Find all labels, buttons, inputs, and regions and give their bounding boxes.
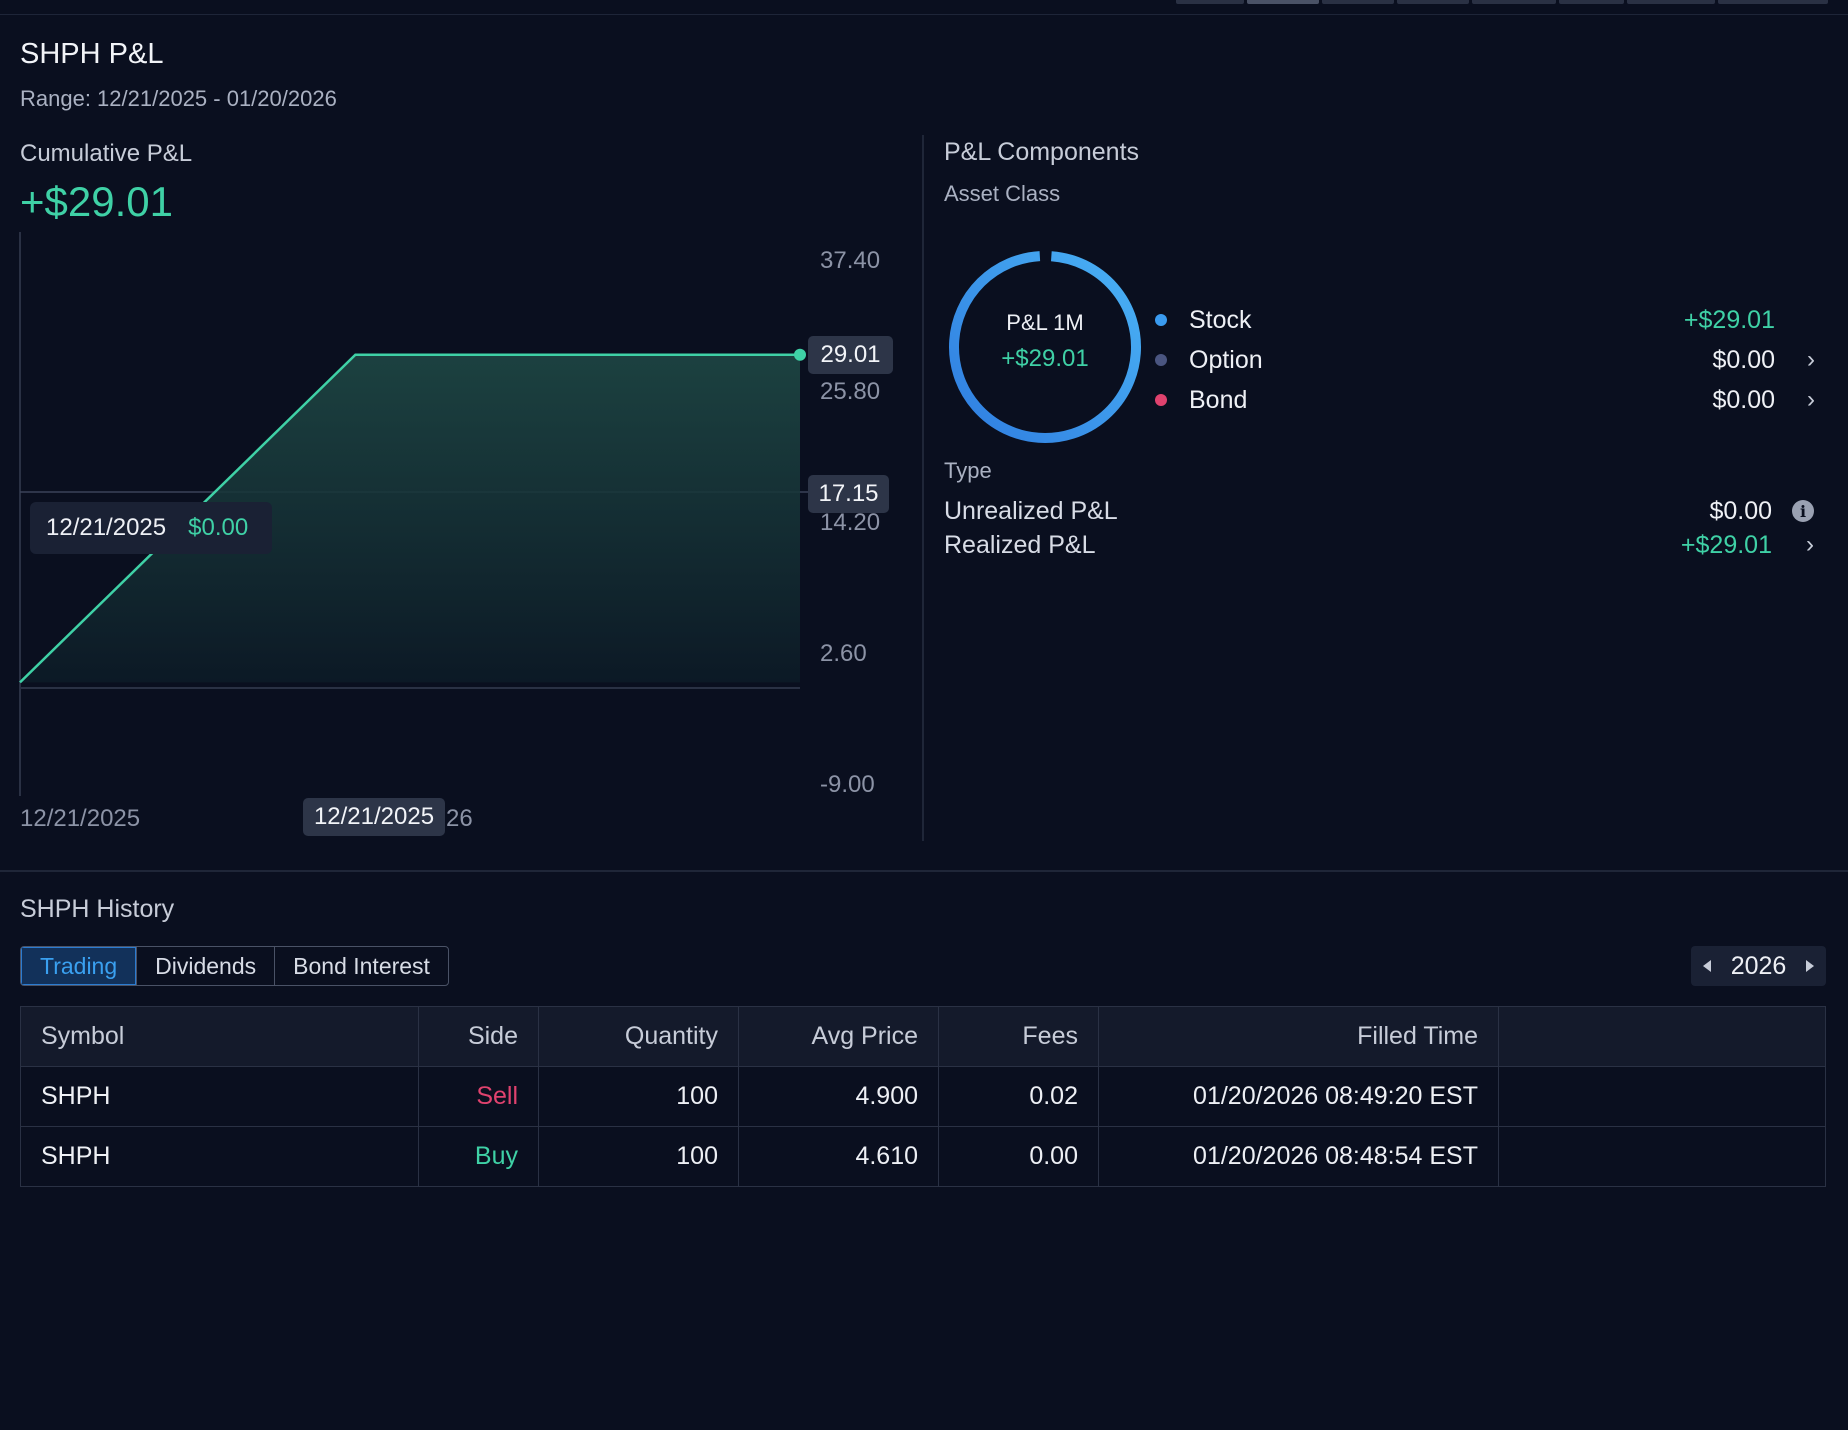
column-header-side[interactable]: Side xyxy=(418,1006,539,1067)
cell-symbol: SHPH xyxy=(20,1126,419,1187)
column-header-symbol[interactable]: Symbol xyxy=(20,1006,419,1067)
table-row[interactable]: SHPH Buy 100 4.610 0.00 01/20/2026 08:48… xyxy=(20,1126,1826,1187)
column-header-empty xyxy=(1498,1006,1826,1067)
chart-tooltip: 12/21/2025 $0.00 xyxy=(30,502,272,554)
pl-donut-chart[interactable] xyxy=(948,250,1142,444)
cell-symbol: SHPH xyxy=(20,1066,419,1127)
chevron-right-icon[interactable]: › xyxy=(1806,531,1814,558)
option-dot-icon xyxy=(1155,354,1167,366)
trade-history-table: Symbol Side Quantity Avg Price Fees Fill… xyxy=(20,1006,1826,1187)
cell-side: Sell xyxy=(418,1066,539,1127)
cell-quantity: 100 xyxy=(538,1066,739,1127)
realized-pl-label: Realized P&L xyxy=(944,530,1096,559)
legend-value: $0.00 xyxy=(1712,385,1775,414)
legend-name: Option xyxy=(1189,345,1263,374)
column-header-quantity[interactable]: Quantity xyxy=(538,1006,739,1067)
date-range: Range: 12/21/2025 - 01/20/2026 xyxy=(20,86,337,111)
column-header-filled-time[interactable]: Filled Time xyxy=(1098,1006,1499,1067)
panel-divider-vertical xyxy=(922,135,924,841)
cell-filled-time: 01/20/2026 08:48:54 EST xyxy=(1098,1126,1499,1187)
top-tab-strip xyxy=(0,0,1848,15)
crosshair-value-badge: 17.15 xyxy=(808,475,889,513)
unrealized-pl-row: Unrealized P&L $0.00 i xyxy=(944,494,1814,528)
top-tab[interactable] xyxy=(1176,0,1244,4)
tab-bond-interest[interactable]: Bond Interest xyxy=(274,947,448,985)
chart-series-line xyxy=(19,353,800,684)
cell-filled-time: 01/20/2026 08:49:20 EST xyxy=(1098,1066,1499,1127)
legend-item-option[interactable]: Option $0.00 › xyxy=(1155,342,1815,378)
legend-value: +$29.01 xyxy=(1683,305,1775,334)
section-divider xyxy=(0,870,1848,872)
x-tick-label: 26 xyxy=(446,805,473,832)
cell-avg-price: 4.900 xyxy=(738,1066,939,1127)
unrealized-pl-label: Unrealized P&L xyxy=(944,496,1118,525)
last-value-badge: 29.01 xyxy=(808,336,893,374)
cumulative-pl-chart[interactable]: 37.40 25.80 14.20 2.60 -9.00 12/21/2025 26 xyxy=(0,220,915,850)
y-tick-label: -9.00 xyxy=(820,771,875,798)
table-header-row: Symbol Side Quantity Avg Price Fees Fill… xyxy=(20,1006,1826,1067)
caret-left-icon[interactable] xyxy=(1703,960,1711,972)
x-tick-label: 12/21/2025 xyxy=(20,805,140,832)
last-point-marker xyxy=(794,348,806,361)
realized-pl-value: +$29.01 xyxy=(1680,530,1772,559)
tab-dividends[interactable]: Dividends xyxy=(136,947,274,985)
top-tab[interactable] xyxy=(1322,0,1394,4)
cell-quantity: 100 xyxy=(538,1126,739,1187)
y-tick-label: 37.40 xyxy=(820,247,880,274)
stock-dot-icon xyxy=(1155,314,1167,326)
top-tab[interactable] xyxy=(1472,0,1556,4)
legend-name: Bond xyxy=(1189,385,1248,414)
page-title: SHPH P&L xyxy=(20,38,164,70)
legend-value: $0.00 xyxy=(1712,345,1775,374)
components-title: P&L Components xyxy=(944,138,1140,166)
top-tab[interactable] xyxy=(1718,0,1828,4)
cell-avg-price: 4.610 xyxy=(738,1126,939,1187)
table-row[interactable]: SHPH Sell 100 4.900 0.02 01/20/2026 08:4… xyxy=(20,1066,1826,1127)
caret-right-icon[interactable] xyxy=(1806,960,1814,972)
top-tab[interactable] xyxy=(1247,0,1319,4)
type-label: Type xyxy=(944,458,992,483)
y-tick-label: 2.60 xyxy=(820,640,867,667)
top-tab[interactable] xyxy=(1559,0,1624,4)
y-tick-label: 14.20 xyxy=(820,509,880,536)
crosshair-date-badge: 12/21/2025 xyxy=(303,798,445,836)
legend-name: Stock xyxy=(1189,305,1252,334)
cumulative-pl-value: +$29.01 xyxy=(20,178,173,225)
cell-empty xyxy=(1498,1066,1826,1127)
chart-area-fill xyxy=(20,354,800,683)
cell-fees: 0.00 xyxy=(938,1126,1099,1187)
donut-center-value: +$29.01 xyxy=(1001,345,1089,372)
tab-trading[interactable]: Trading xyxy=(21,947,137,985)
unrealized-pl-value: $0.00 xyxy=(1709,496,1772,525)
legend-item-stock[interactable]: Stock +$29.01 xyxy=(1155,302,1815,338)
cell-side: Buy xyxy=(418,1126,539,1187)
tooltip-date: 12/21/2025 xyxy=(46,514,167,541)
y-tick-label: 25.80 xyxy=(820,378,880,405)
tooltip-value: $0.00 xyxy=(188,514,249,541)
legend-item-bond[interactable]: Bond $0.00 › xyxy=(1155,382,1815,418)
cumulative-pl-label: Cumulative P&L xyxy=(20,140,193,167)
bond-dot-icon xyxy=(1155,394,1167,406)
chevron-right-icon[interactable]: › xyxy=(1807,346,1815,373)
donut-center-label: P&L 1M xyxy=(1006,310,1084,335)
column-header-fees[interactable]: Fees xyxy=(938,1006,1099,1067)
cell-fees: 0.02 xyxy=(938,1066,1099,1127)
history-title: SHPH History xyxy=(20,895,175,923)
year-selector: 2026 xyxy=(1691,946,1826,986)
top-tab[interactable] xyxy=(1397,0,1469,4)
column-header-avg-price[interactable]: Avg Price xyxy=(738,1006,939,1067)
chevron-right-icon[interactable]: › xyxy=(1807,386,1815,413)
top-tab[interactable] xyxy=(1627,0,1715,4)
realized-pl-row[interactable]: Realized P&L +$29.01 › xyxy=(944,528,1814,562)
history-tabs: Trading Dividends Bond Interest xyxy=(20,946,449,986)
cell-empty xyxy=(1498,1126,1826,1187)
asset-class-label: Asset Class xyxy=(944,181,1061,206)
info-icon[interactable]: i xyxy=(1792,500,1814,522)
year-value: 2026 xyxy=(1730,951,1787,980)
